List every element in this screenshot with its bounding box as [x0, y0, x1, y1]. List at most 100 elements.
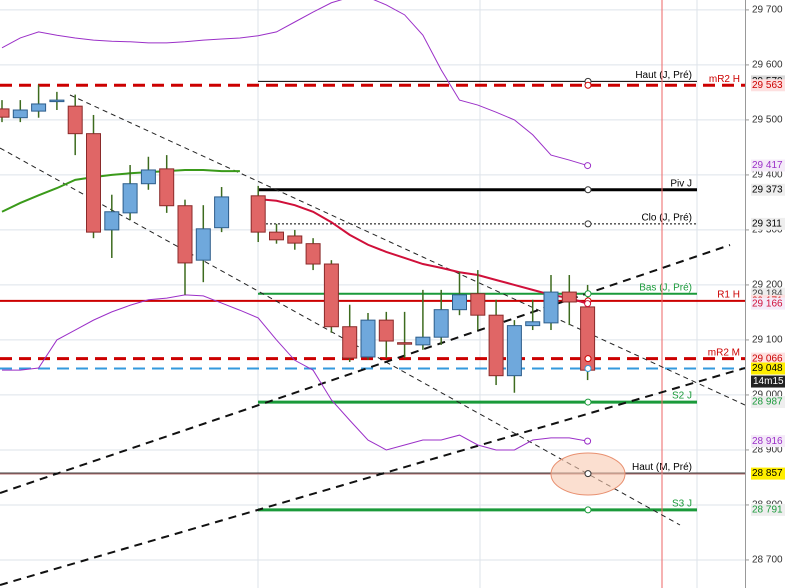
candle-body [360, 319, 376, 358]
candle-body [122, 183, 138, 214]
candle-body [543, 291, 559, 324]
candle-body [378, 319, 394, 342]
level-tag-bg [751, 467, 785, 480]
level-label: S2 J [672, 391, 692, 402]
y-tick-label: 28 900 [752, 445, 783, 456]
level-tag: 29 373 [752, 184, 783, 195]
trend-line [0, 367, 745, 586]
candle-body [12, 109, 28, 119]
level-label: mR2 H [709, 74, 740, 85]
candle-body [140, 169, 156, 185]
candle-body [269, 231, 284, 241]
level-marker [584, 365, 592, 373]
y-tick-label: 29 300 [752, 225, 783, 236]
level-tag-bg [751, 183, 785, 196]
indicator-end [584, 437, 592, 445]
level-tag-bg [751, 396, 785, 409]
y-tick-label: 29 400 [752, 170, 783, 181]
candle-body [49, 99, 65, 103]
y-tick-label: 29 600 [752, 60, 783, 71]
y-tick-label: 29 100 [752, 335, 783, 346]
level-tag: 29 184 [752, 288, 783, 299]
indicators [1, 0, 588, 451]
candle-body [86, 133, 101, 233]
level-marker [584, 290, 592, 298]
indicator-tag-bg [751, 159, 785, 172]
candle-body [159, 168, 175, 207]
level-marker [584, 470, 592, 478]
level-tag: 29 048 [752, 363, 783, 374]
indicator-tag: 29 417 [752, 160, 783, 171]
indicator-line [2, 294, 588, 451]
countdown: 14m15 [753, 376, 784, 387]
countdown-bg [751, 375, 785, 388]
trend-line [69, 94, 745, 406]
indicator-tag-bg [751, 435, 785, 448]
y-tick-label: 29 200 [752, 280, 783, 291]
candle-body [177, 205, 193, 264]
candle-body [561, 291, 577, 303]
level-tag-bg [751, 503, 785, 516]
candle-body [452, 294, 467, 311]
level-marker [584, 398, 592, 406]
indicator-tag: 28 916 [752, 436, 783, 447]
trend-line [0, 244, 731, 494]
level-tag: 29 563 [752, 80, 783, 91]
level-tag: 29 066 [752, 353, 783, 364]
level-label: mR2 M [708, 347, 740, 358]
candle-body [250, 195, 266, 233]
candle-body [323, 263, 339, 328]
level-label: Bas (J, Pré) [639, 282, 692, 293]
level-label: S3 J [672, 499, 692, 510]
indicator-tag: 29 166 [752, 298, 783, 309]
candle-body [195, 228, 211, 261]
level-marker [584, 506, 592, 514]
candle-body [305, 243, 321, 265]
level-tag: 28 987 [752, 397, 783, 408]
indicator-line [258, 198, 588, 305]
candle-body [342, 326, 358, 359]
candle-body [506, 325, 522, 377]
y-tick-label: 29 500 [752, 115, 783, 126]
candle-body [488, 314, 504, 377]
candle-body [104, 211, 120, 231]
candle-body [433, 309, 449, 338]
indicator-line [1, 168, 240, 213]
candle-body [0, 108, 10, 118]
candle-body [470, 293, 486, 316]
level-tag: 29 311 [752, 219, 782, 230]
candles [0, 84, 596, 393]
y-tick-label: 28 700 [752, 555, 783, 566]
level-marker [584, 355, 592, 363]
level-tag: 28 857 [752, 468, 783, 479]
drawings [0, 0, 745, 588]
level-marker [584, 186, 592, 194]
level-label: Piv J [670, 178, 692, 189]
level-tag-bg [751, 352, 785, 365]
y-tick-label: 29 700 [752, 5, 783, 16]
indicator-end [584, 300, 592, 308]
level-tag: 28 791 [752, 505, 783, 516]
level-marker [584, 220, 592, 228]
candle-body [415, 336, 431, 346]
level-label: Haut (J, Pré) [635, 70, 692, 81]
level-tag-bg [751, 217, 785, 230]
candle-body [287, 235, 303, 244]
candle-body [31, 103, 47, 112]
level-label: R1 H [717, 290, 740, 301]
level-marker [584, 81, 592, 89]
y-tick-label: 29 000 [752, 390, 783, 401]
candle-body [397, 342, 413, 345]
level-label: Clo (J, Pré) [641, 213, 692, 224]
candle-body [525, 321, 541, 327]
indicator-tag-bg [751, 297, 785, 310]
candle-body [214, 196, 230, 229]
level-tag-bg [751, 362, 785, 375]
level-tag-bg [751, 79, 785, 92]
indicator-line [1, 0, 588, 167]
level-markers [584, 77, 592, 514]
candle-body [67, 105, 83, 135]
